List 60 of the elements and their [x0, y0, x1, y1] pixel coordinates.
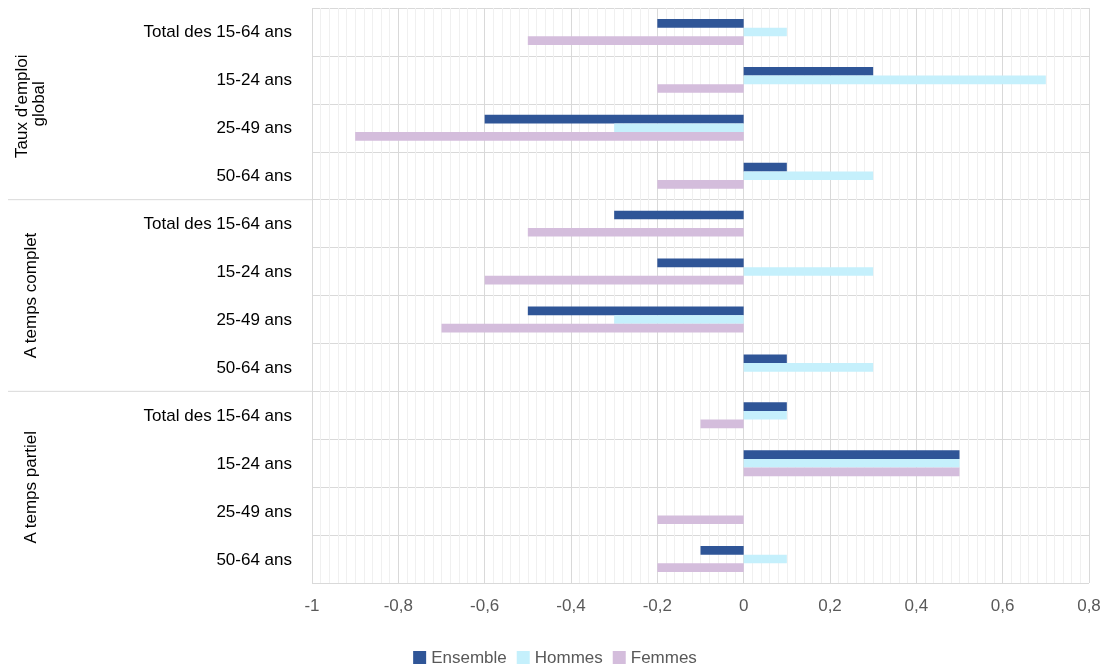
x-tick-label: 0,4	[904, 596, 929, 615]
bar	[527, 227, 744, 237]
bar	[527, 306, 744, 316]
text: A temps partiel	[20, 430, 40, 544]
bar	[657, 563, 744, 572]
y-tick-label: 50-64 ans	[216, 357, 292, 377]
bar	[657, 19, 744, 28]
x-tick-label: -0,4	[556, 596, 586, 615]
bar	[743, 410, 787, 420]
bar	[657, 258, 744, 268]
bar	[743, 267, 874, 276]
bar	[527, 36, 744, 45]
bar	[743, 75, 1046, 85]
x-tick-label: 0,2	[818, 596, 842, 615]
bar	[743, 467, 960, 477]
y-tick-label: Total des 15-64 ans	[143, 405, 292, 425]
y-tick-label: 50-64 ans	[216, 166, 292, 186]
bar	[743, 458, 960, 468]
bar	[743, 450, 960, 459]
bar	[743, 402, 787, 411]
legend-label: Femmes	[630, 648, 697, 667]
bar	[484, 114, 744, 124]
bar	[743, 66, 874, 76]
legend-label: Hommes	[534, 648, 603, 667]
bar	[657, 515, 744, 525]
bar	[743, 27, 787, 37]
bar	[657, 84, 744, 93]
x-tick-label: 0,6	[990, 596, 1015, 615]
x-tick-label: -0,2	[642, 596, 672, 615]
text: A temps complet	[20, 232, 40, 359]
bar	[700, 546, 744, 555]
bar	[743, 162, 787, 172]
bar	[355, 132, 744, 141]
bar	[614, 123, 744, 133]
bar	[743, 354, 787, 364]
bar	[441, 323, 744, 333]
bar	[614, 315, 744, 324]
bar	[657, 180, 744, 189]
bar	[484, 275, 744, 285]
y-tick-label: 25-49 ans	[216, 309, 292, 329]
bar	[743, 554, 787, 564]
x-tick-label: -0,8	[383, 596, 413, 615]
bar	[700, 419, 744, 429]
text: Taux d'emploi global	[12, 49, 48, 158]
bar	[743, 363, 874, 372]
y-tick-label: 15-24 ans	[216, 70, 292, 90]
bar	[743, 171, 874, 181]
y-tick-label: Total des 15-64 ans	[143, 214, 292, 234]
x-tick-label: 0,8	[1077, 596, 1101, 615]
y-tick-label: 15-24 ans	[216, 453, 292, 473]
bar	[614, 210, 744, 220]
y-tick-label: Total des 15-64 ans	[143, 22, 292, 42]
legend-label: Ensemble	[431, 648, 507, 667]
x-tick-label: 0	[738, 596, 749, 615]
x-tick-label: -1	[304, 596, 320, 615]
y-tick-label: 15-24 ans	[216, 262, 292, 282]
x-tick-label: -0,6	[470, 596, 500, 615]
y-tick-label: 50-64 ans	[216, 549, 292, 569]
y-tick-label: 25-49 ans	[216, 501, 292, 521]
y-tick-label: 25-49 ans	[216, 118, 292, 138]
